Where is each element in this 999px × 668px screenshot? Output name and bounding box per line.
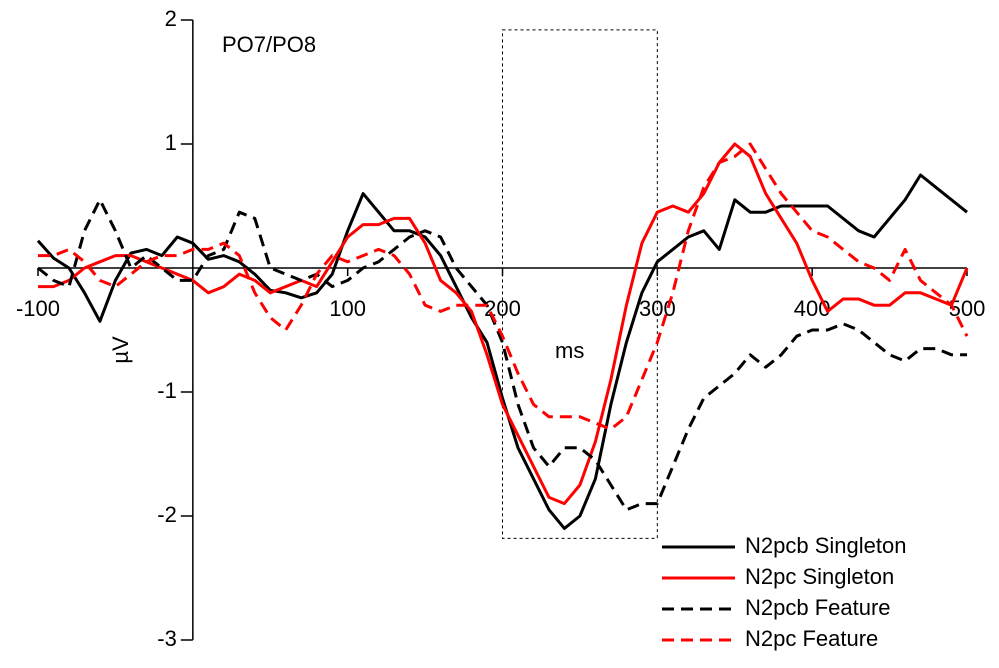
legend-label: N2pc Singleton bbox=[745, 564, 894, 589]
series-line bbox=[36, 173, 968, 530]
y-tick-label: -2 bbox=[157, 502, 177, 527]
series-line bbox=[38, 142, 969, 431]
series-line bbox=[38, 142, 969, 506]
x-tick-label: 100 bbox=[329, 296, 366, 321]
chart-title: PO7/PO8 bbox=[222, 32, 316, 57]
x-tick-label: 200 bbox=[484, 296, 521, 321]
x-tick-label: -100 bbox=[16, 296, 60, 321]
y-tick-label: 1 bbox=[165, 130, 177, 155]
x-axis-label: ms bbox=[555, 338, 584, 363]
legend-label: N2pcb Feature bbox=[745, 595, 891, 620]
y-tick-label: -1 bbox=[157, 378, 177, 403]
legend-label: N2pc Feature bbox=[745, 626, 878, 651]
series-line bbox=[37, 198, 967, 512]
y-tick-label: 2 bbox=[165, 6, 177, 31]
legend-label: N2pcb Singleton bbox=[745, 533, 906, 558]
y-axis-label: µV bbox=[108, 336, 133, 364]
highlight-box bbox=[502, 29, 658, 539]
y-tick-label: -3 bbox=[157, 626, 177, 651]
